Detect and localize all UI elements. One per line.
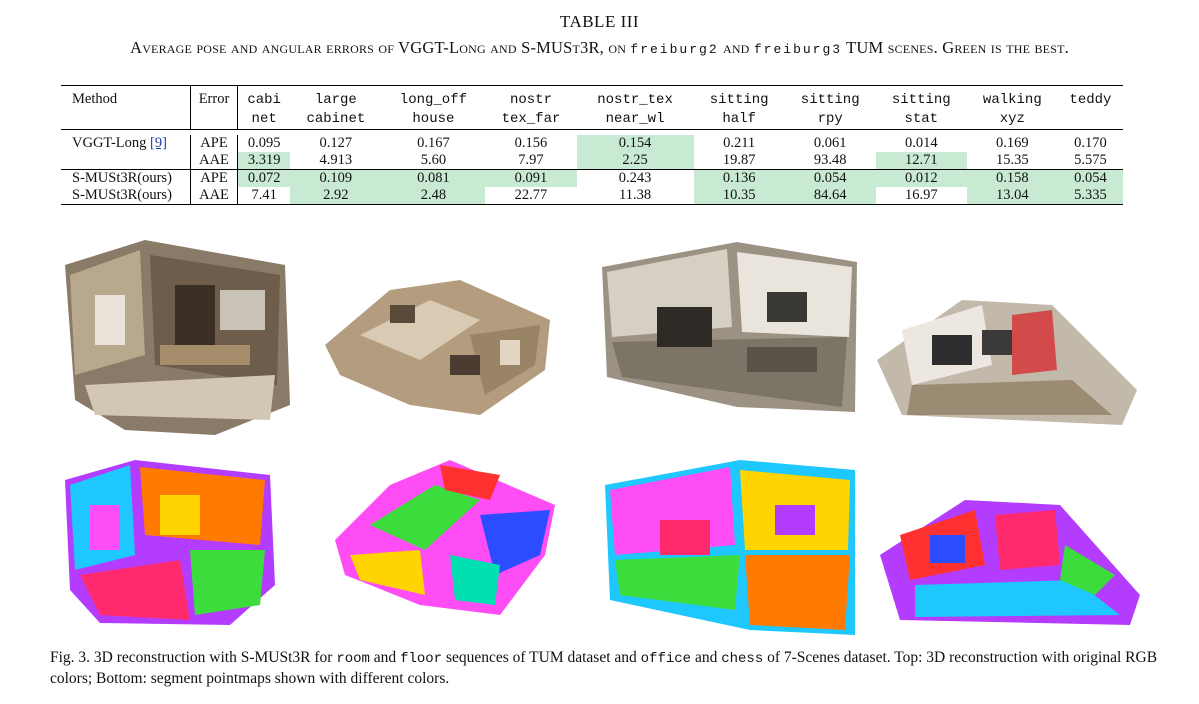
row-error-type: APE xyxy=(190,169,238,187)
table-cell: 10.35 xyxy=(693,187,785,205)
table-cell: 0.095 xyxy=(247,135,281,151)
table-cell: 2.48 xyxy=(381,187,486,205)
header-col-line-2: net xyxy=(251,111,277,127)
row-method: VGGT-Long [9] xyxy=(72,135,167,151)
table-cell: 0.012 xyxy=(875,169,967,187)
table-cell: 0.154 xyxy=(576,135,694,152)
header-col-line-2: stat xyxy=(904,111,939,127)
table-cell: 0.109 xyxy=(290,169,382,187)
header-col-line-2: half xyxy=(722,111,756,127)
header-col-4: nostr_tex near_wl xyxy=(577,86,694,130)
header-col-3: nostr tex_far xyxy=(485,86,576,130)
table-cell: 2.25 xyxy=(576,152,694,170)
recon-floor-rgb xyxy=(325,280,550,415)
table-cell: 0.136 xyxy=(693,169,785,187)
table-cell: 5.60 xyxy=(420,152,447,168)
figure-caption: Fig. 3. 3D reconstruction with S-MUSt3R … xyxy=(50,649,1158,687)
table-cell: 0.170 xyxy=(1074,135,1107,151)
table-cell: 0.054 xyxy=(784,169,876,187)
header-col-9: teddy xyxy=(1058,86,1123,130)
recon-room-rgb xyxy=(65,240,290,435)
table-cell: 0.061 xyxy=(813,135,847,151)
table-cell: 84.64 xyxy=(784,187,876,205)
table-body: VGGT-Long [9] APE 0.095 0.127 0.167 0.156 0.15… xyxy=(61,130,1123,205)
table-cell: 2.92 xyxy=(290,187,382,205)
header-col-1: large cabinet xyxy=(290,86,381,130)
header-col-line-2: tex_far xyxy=(501,111,561,127)
row-error-type: AAE xyxy=(190,152,238,170)
row-method: S-MUSt3R(ours) xyxy=(61,187,191,205)
header-col-line-1: sitting xyxy=(891,92,951,108)
header-col-8: walking xyz xyxy=(967,86,1058,130)
header-col-line-1: nostr xyxy=(509,92,552,108)
table-header-row: Method Error cabi net large cabinet long_off… xyxy=(61,85,1123,130)
header-col-line-1: teddy xyxy=(1069,92,1112,108)
table-cell: 0.211 xyxy=(723,135,756,151)
table-cell: 7.41 xyxy=(237,187,291,205)
table-cell: 0.158 xyxy=(966,169,1058,187)
header-col-line-1: nostr_tex xyxy=(597,92,673,108)
recon-office-segments xyxy=(605,460,855,635)
table-row: S-MUSt3R(ours) AAE 7.41 2.92 2.48 22.77 11.38 1… xyxy=(61,187,1123,205)
table-caption: Average pose and angular errors of VGGT-… xyxy=(130,38,1069,57)
header-col-line-2 xyxy=(1058,110,1123,129)
table-cell: 0.167 xyxy=(417,135,450,151)
table-cell: 19.87 xyxy=(722,152,756,168)
header-error: Error xyxy=(190,85,238,130)
table-number: TABLE III xyxy=(559,12,640,31)
table-cell: 11.38 xyxy=(576,187,694,205)
recon-chess-segments xyxy=(880,500,1140,625)
header-col-line-1: large xyxy=(314,92,357,108)
recon-floor-segments xyxy=(335,460,555,615)
table-cell: 5.335 xyxy=(1057,187,1123,205)
recon-chess-rgb xyxy=(877,300,1137,425)
table-cell: 0.014 xyxy=(904,135,938,151)
header-col-line-1: sitting xyxy=(800,92,860,108)
header-col-5: sitting half xyxy=(694,86,785,130)
table-cell: 0.169 xyxy=(996,135,1029,151)
table-cell: 0.072 xyxy=(237,169,291,187)
header-col-line-1: long_off xyxy=(399,92,468,108)
table-cell: 0.156 xyxy=(514,135,548,151)
citation-link[interactable]: [9] xyxy=(150,135,167,151)
table-cell: 15.35 xyxy=(996,152,1029,168)
header-method: Method xyxy=(72,91,118,107)
table-cell: 22.77 xyxy=(485,187,577,205)
table-row: VGGT-Long [9] APE 0.095 0.127 0.167 0.156 0.15… xyxy=(61,135,1123,152)
table-cell: 5.575 xyxy=(1074,152,1107,168)
header-col-line-1: sitting xyxy=(709,92,769,108)
row-method: S-MUSt3R(ours) xyxy=(61,169,191,187)
header-col-line-2: xyz xyxy=(999,111,1025,127)
row-method xyxy=(61,152,191,170)
table-row: S-MUSt3R(ours) APE 0.072 0.109 0.081 0.091 0.2… xyxy=(61,169,1123,187)
header-col-line-1: cabi xyxy=(247,92,281,108)
table-cell: 13.04 xyxy=(966,187,1058,205)
table-cell: 0.091 xyxy=(485,169,577,187)
table-cell: 0.081 xyxy=(381,169,486,187)
table-cell: 4.913 xyxy=(319,152,353,168)
table-cell: 0.127 xyxy=(319,135,353,151)
table-cell: 3.319 xyxy=(237,152,291,170)
table-cell: 0.243 xyxy=(576,169,694,187)
recon-room-segments xyxy=(65,460,275,625)
header-col-line-2: near_wl xyxy=(605,111,665,127)
row-error-type: APE xyxy=(190,135,238,152)
table-cell: 7.97 xyxy=(518,152,544,168)
header-col-0: cabi net xyxy=(238,86,291,130)
header-col-line-2: rpy xyxy=(817,111,843,127)
table-row: AAE 3.319 4.913 5.60 7.97 2.25 19.87 93.48 12.71… xyxy=(61,152,1123,170)
header-col-6: sitting rpy xyxy=(785,86,876,130)
results-table: Method Error cabi net large cabinet long_off… xyxy=(61,85,1123,205)
recon-office-rgb xyxy=(602,242,857,412)
header-col-line-1: walking xyxy=(982,92,1042,108)
header-col-line-2: cabinet xyxy=(306,111,366,127)
header-col-7: sitting stat xyxy=(876,86,967,130)
table-cell: 93.48 xyxy=(813,152,847,168)
table-cell: 16.97 xyxy=(875,187,967,205)
row-error-type: AAE xyxy=(190,187,238,205)
table-cell: 0.054 xyxy=(1057,169,1123,187)
header-col-line-2: house xyxy=(412,111,455,127)
table-cell: 12.71 xyxy=(875,152,967,170)
